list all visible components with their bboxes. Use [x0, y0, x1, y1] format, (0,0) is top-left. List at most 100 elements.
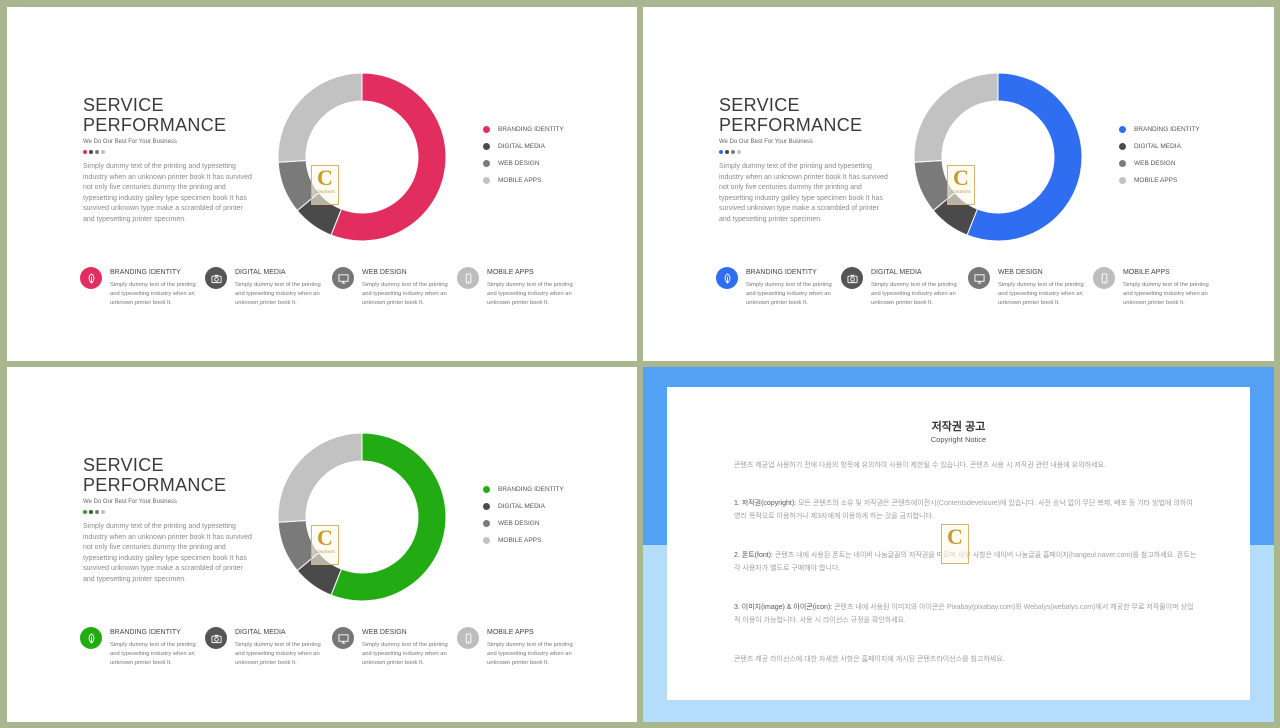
title-line-1: SERVICE	[719, 95, 800, 115]
legend-item: WEB DESIGN	[1119, 155, 1200, 172]
chart-legend: BRANDING IDENTITY DIGITAL MEDIA WEB DESIGN…	[483, 481, 564, 549]
legend-label: DIGITAL MEDIA	[498, 143, 545, 150]
feature-title: DIGITAL MEDIA	[871, 269, 922, 276]
feature-title: MOBILE APPS	[487, 629, 534, 636]
legend-label: DIGITAL MEDIA	[498, 503, 545, 510]
legend-item: DIGITAL MEDIA	[483, 138, 564, 155]
camera-icon	[205, 627, 227, 649]
title-line-1: SERVICE	[83, 455, 164, 475]
notice-copyright-paragraph: 1. 저작권(copyright): 모든 콘텐츠의 소유 및 저작권은 콘텐츠…	[734, 497, 1199, 523]
slide-title: SERVICE PERFORMANCE	[83, 95, 226, 135]
donut-slice-mobile-apps	[277, 72, 363, 163]
notice-image-paragraph: 3. 이미지(image) & 아이콘(icon): 콘텐츠 내에 사용된 이미…	[734, 601, 1199, 627]
legend-label: DIGITAL MEDIA	[1134, 143, 1181, 150]
feature-title: WEB DESIGN	[998, 269, 1043, 276]
feature-title: WEB DESIGN	[362, 269, 407, 276]
donut-slice-branding-identity	[330, 432, 447, 602]
notice-copyright-text: 모든 콘텐츠의 소유 및 저작권은 콘텐츠에이전시(Contentsdevelo…	[734, 500, 1193, 520]
leaf-icon	[80, 627, 102, 649]
donut-chart	[277, 432, 447, 602]
feature-title: MOBILE APPS	[1123, 269, 1170, 276]
legend-swatch	[483, 486, 490, 493]
camera-icon	[841, 267, 863, 289]
feature-text: Simply dummy text of the printing and ty…	[487, 282, 573, 306]
legend-swatch	[483, 503, 490, 510]
feature-text: Simply dummy text of the printing and ty…	[110, 282, 196, 306]
legend-label: MOBILE APPS	[1134, 177, 1178, 184]
feature-title: BRANDING IDENTITY	[110, 629, 181, 636]
slide-subtitle: We Do Our Best For Your Business	[83, 499, 177, 505]
feature-title: DIGITAL MEDIA	[235, 629, 286, 636]
legend-swatch	[483, 520, 490, 527]
title-line-1: SERVICE	[83, 95, 164, 115]
slide-description: Simply dummy text of the printing and ty…	[719, 163, 888, 223]
stamp-letter: C	[317, 525, 333, 550]
dot-mid	[95, 150, 99, 154]
monitor-icon	[332, 267, 354, 289]
accent-dots	[83, 150, 105, 154]
copyright-notice-card: 저작권 공고 Copyright Notice 콘텐츠 제공업 사용하기 전에 …	[667, 387, 1250, 700]
legend-swatch	[483, 160, 490, 167]
watermark-stamp: C	[941, 524, 969, 564]
phone-icon	[1093, 267, 1115, 289]
legend-swatch	[483, 143, 490, 150]
legend-item: DIGITAL MEDIA	[483, 498, 564, 515]
stamp-letter: C	[317, 165, 333, 190]
legend-swatch	[1119, 126, 1126, 133]
slide-subtitle: We Do Our Best For Your Business	[719, 139, 813, 145]
feature-text: Simply dummy text of the printing and ty…	[871, 282, 957, 306]
camera-icon	[205, 267, 227, 289]
feature-text: Simply dummy text of the printing and ty…	[487, 642, 573, 666]
legend-item: MOBILE APPS	[483, 532, 564, 549]
legend-swatch	[1119, 160, 1126, 167]
dot-dark	[725, 150, 729, 154]
feature-text: Simply dummy text of the printing and ty…	[746, 282, 832, 306]
dot-light	[101, 150, 105, 154]
notice-title: 저작권 공고	[931, 421, 986, 433]
legend-item: BRANDING IDENTITY	[1119, 121, 1200, 138]
slide-description: Simply dummy text of the printing and ty…	[83, 523, 252, 583]
legend-item: BRANDING IDENTITY	[483, 121, 564, 138]
watermark-stamp: C CONTENTS	[947, 165, 975, 205]
accent-dots	[83, 510, 105, 514]
legend-item: WEB DESIGN	[483, 515, 564, 532]
feature-title: WEB DESIGN	[362, 629, 407, 636]
accent-dots	[719, 150, 741, 154]
legend-item: DIGITAL MEDIA	[1119, 138, 1200, 155]
legend-item: MOBILE APPS	[1119, 172, 1200, 189]
slide-blue: SERVICE PERFORMANCE We Do Our Best For Y…	[643, 7, 1274, 361]
stamp-text: CONTENTS	[951, 190, 971, 194]
dot-accent	[719, 150, 723, 154]
legend-label: MOBILE APPS	[498, 177, 542, 184]
stamp-letter: C	[953, 165, 969, 190]
title-line-2: PERFORMANCE	[83, 475, 227, 495]
legend-swatch	[1119, 143, 1126, 150]
legend-swatch	[483, 126, 490, 133]
leaf-icon	[80, 267, 102, 289]
stamp-letter: C	[947, 524, 963, 549]
donut-slice-branding-identity	[966, 72, 1083, 242]
notice-intro: 콘텐츠 제공업 사용하기 전에 다음의 항목에 유의하여 사용이 제한될 수 있…	[734, 462, 1106, 469]
donut-chart	[913, 72, 1083, 242]
feature-text: Simply dummy text of the printing and ty…	[235, 642, 321, 666]
feature-title: BRANDING IDENTITY	[110, 269, 181, 276]
notice-image-heading: 3. 이미지(image) & 아이콘(icon):	[734, 604, 833, 611]
notice-image-text: 콘텐츠 내에 사용된 이미지와 아이콘은 Pixabay(pixabay.com…	[734, 604, 1194, 624]
legend-swatch	[483, 177, 490, 184]
notice-copyright-heading: 1. 저작권(copyright):	[734, 500, 797, 507]
legend-item: WEB DESIGN	[483, 155, 564, 172]
legend-item: MOBILE APPS	[483, 172, 564, 189]
dot-dark	[89, 510, 93, 514]
feature-text: Simply dummy text of the printing and ty…	[110, 642, 196, 666]
watermark-stamp: C CONTENTS	[311, 165, 339, 205]
slide-title: SERVICE PERFORMANCE	[719, 95, 862, 135]
dot-light	[101, 510, 105, 514]
monitor-icon	[332, 627, 354, 649]
watermark-stamp: C CONTENTS	[311, 525, 339, 565]
title-line-2: PERFORMANCE	[719, 115, 863, 135]
feature-title: BRANDING IDENTITY	[746, 269, 817, 276]
dot-dark	[89, 150, 93, 154]
legend-label: BRANDING IDENTITY	[1134, 126, 1200, 133]
notice-subtitle: Copyright Notice	[930, 435, 987, 444]
slide-pink: SERVICE PERFORMANCE We Do Our Best For Y…	[7, 7, 637, 361]
